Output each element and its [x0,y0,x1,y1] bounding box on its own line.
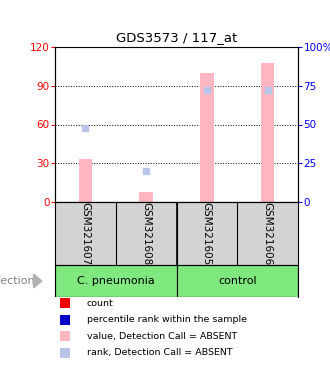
Bar [200,73,214,202]
Point [144,168,149,174]
Point [265,87,270,93]
Point [62,349,67,356]
Bar [79,159,92,202]
Point [62,333,67,339]
Text: GSM321606: GSM321606 [263,202,273,265]
Bar [55,265,177,297]
Text: GSM321605: GSM321605 [202,202,212,265]
Bar [177,265,298,297]
Text: rank, Detection Call = ABSENT: rank, Detection Call = ABSENT [86,348,232,357]
Bar [261,63,274,202]
Text: count: count [86,298,113,308]
Point [204,87,210,93]
Text: GSM321607: GSM321607 [81,202,90,265]
Point [62,300,67,306]
Text: infection: infection [0,276,34,286]
Point [83,124,88,131]
Text: control: control [218,276,256,286]
Text: value, Detection Call = ABSENT: value, Detection Call = ABSENT [86,331,237,341]
Bar [140,192,153,202]
Text: C. pneumonia: C. pneumonia [77,276,155,286]
Point [62,316,67,323]
Text: GSM321608: GSM321608 [141,202,151,265]
Text: percentile rank within the sample: percentile rank within the sample [86,315,247,324]
Title: GDS3573 / 117_at: GDS3573 / 117_at [116,31,237,45]
